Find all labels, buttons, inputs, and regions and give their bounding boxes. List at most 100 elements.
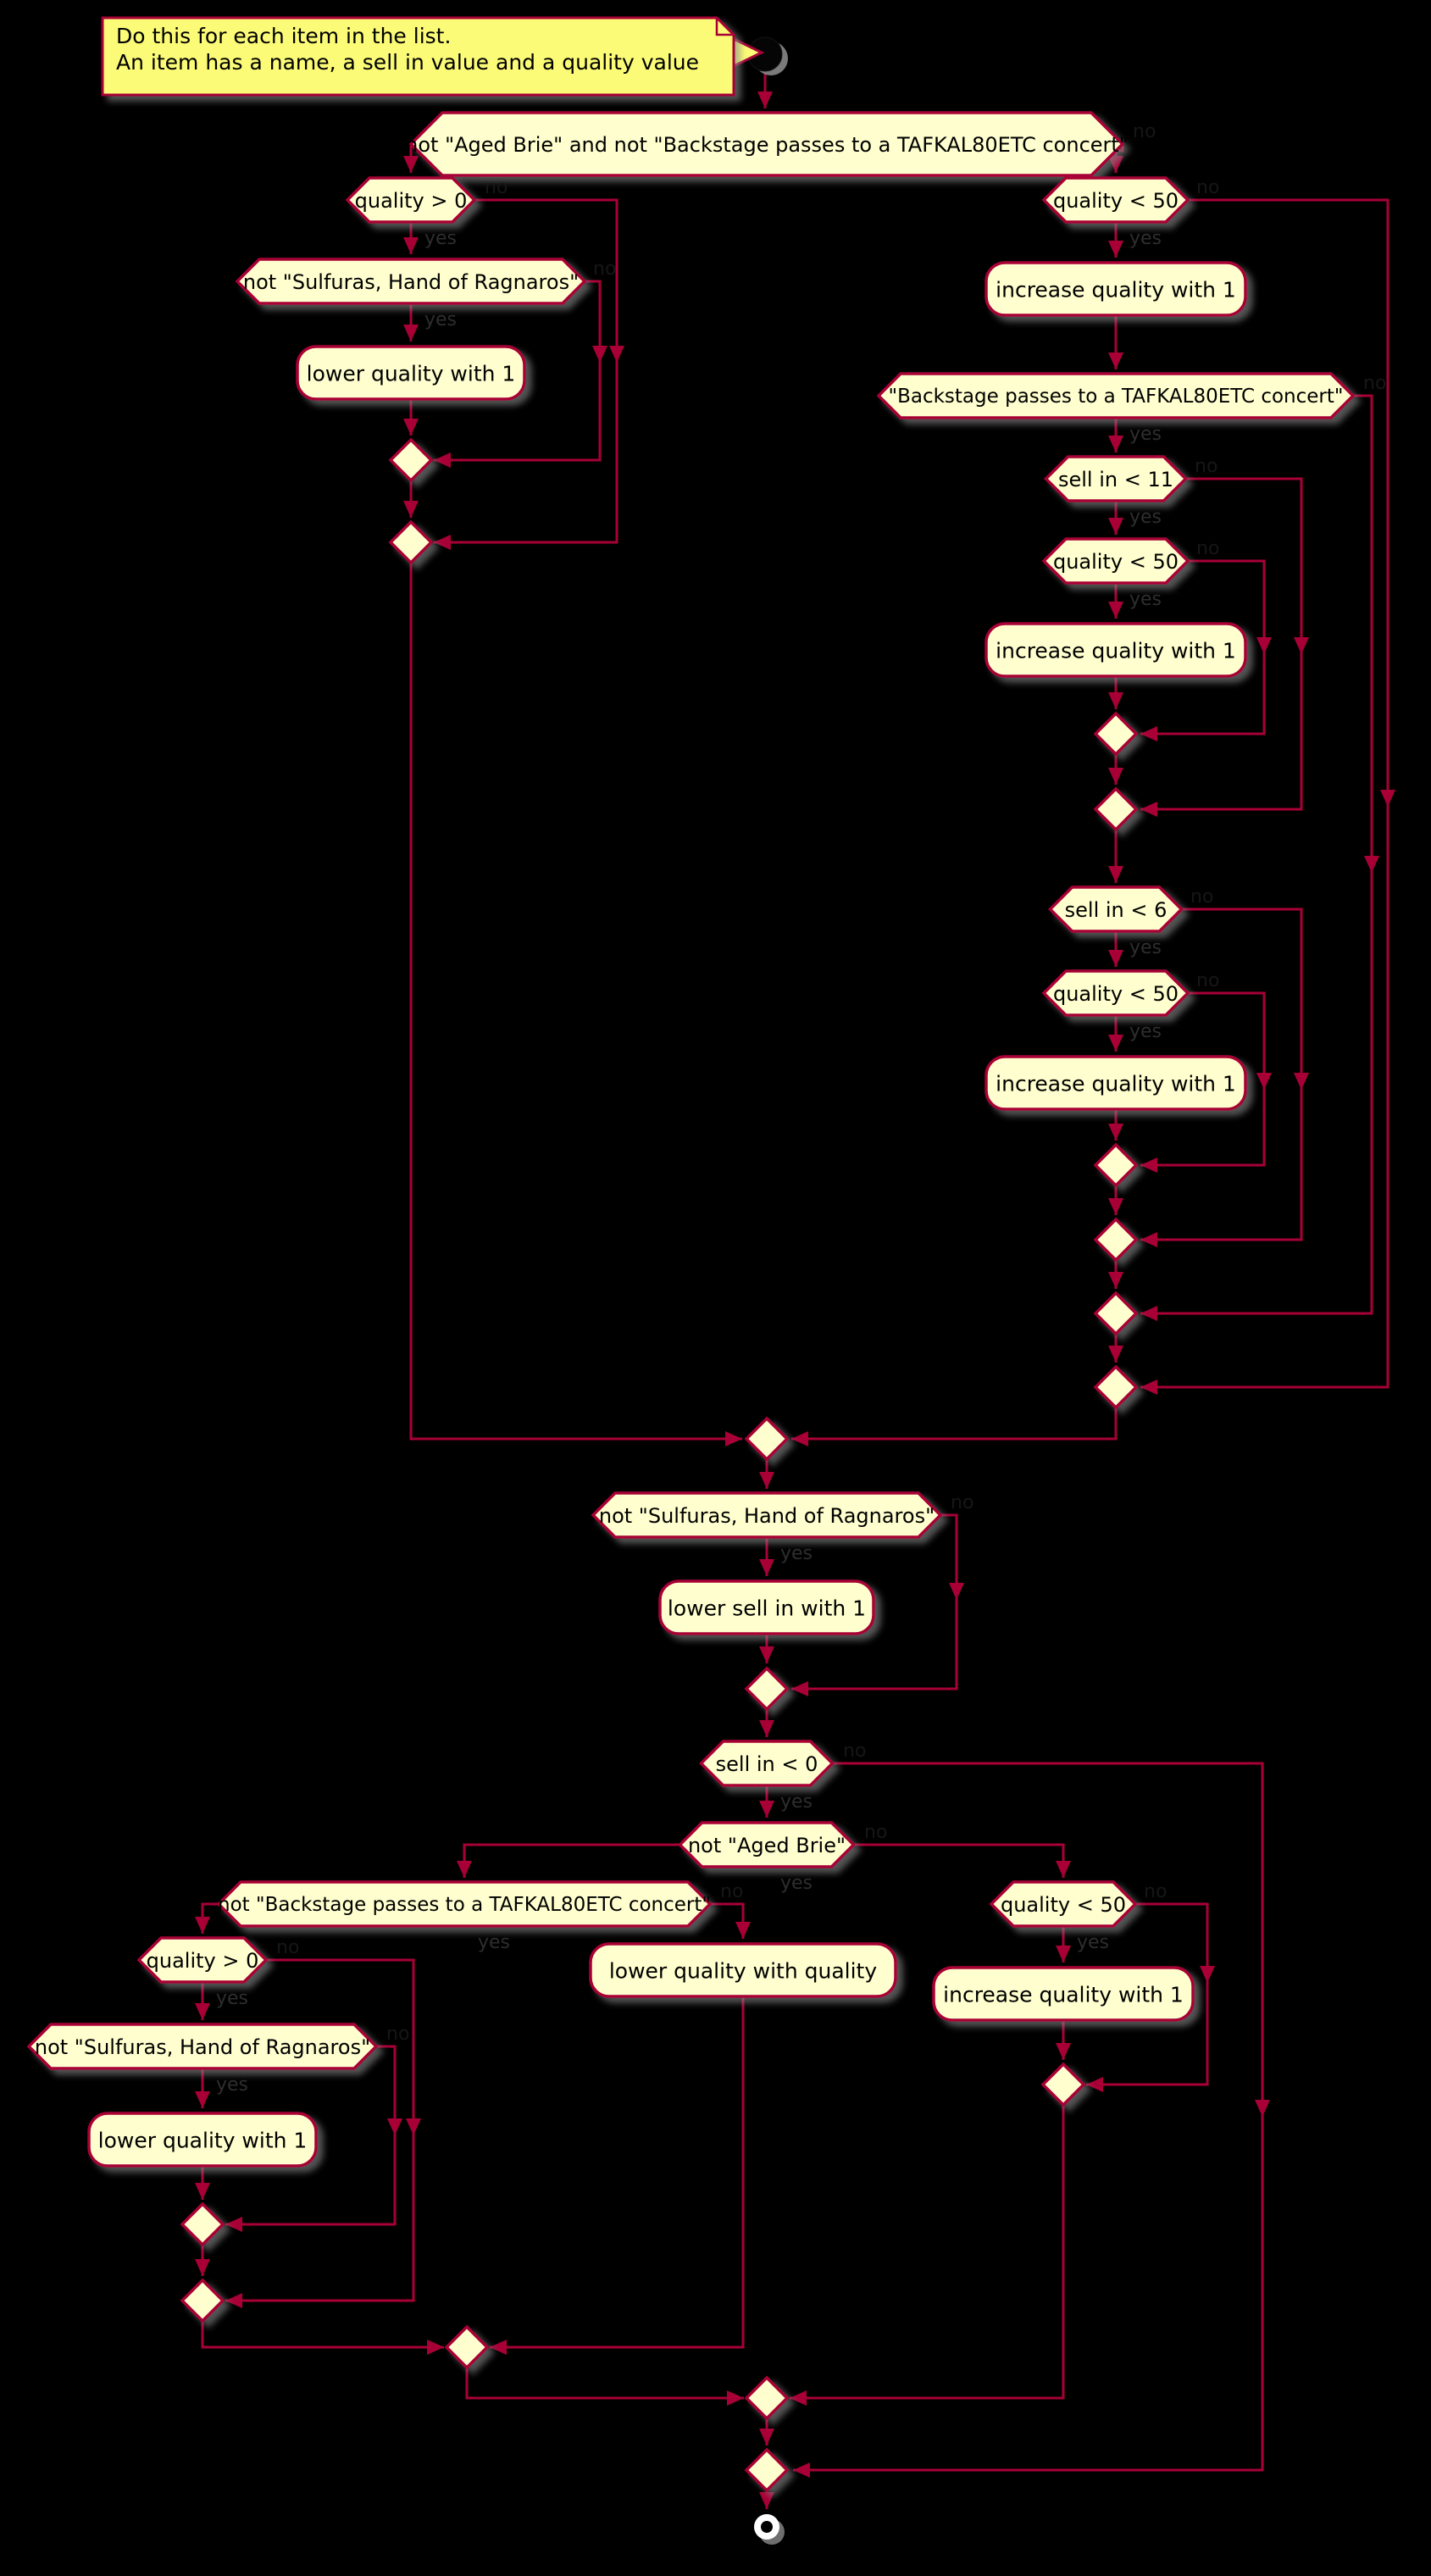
decision-not-sulfuras-label: not "Sulfuras, Hand of Ragnaros" xyxy=(599,1504,935,1528)
edge-mergeB-to-sell6 xyxy=(1108,830,1123,883)
branch-label: no xyxy=(1144,1881,1167,1902)
arrowhead xyxy=(1140,1380,1157,1395)
action-increase-quality-with-1-label: increase quality with 1 xyxy=(996,1072,1236,1096)
action-increase-quality-with-1: increase quality with 1 xyxy=(985,1055,1247,1111)
branch-label: no xyxy=(720,1881,743,1902)
mid-arrowhead-shape xyxy=(1200,1966,1215,1983)
action-lower-sell-in-with-1: lower sell in with 1 xyxy=(658,1579,875,1635)
mid-arrowhead xyxy=(1294,1073,1309,1090)
edge-sell11-yes xyxy=(1108,501,1123,535)
branch-label: no xyxy=(593,258,616,280)
edge-sell0-no xyxy=(793,1762,1264,2478)
branch-label: no xyxy=(1195,456,1217,477)
mid-arrowhead xyxy=(1200,1966,1215,1983)
arrowhead xyxy=(403,501,419,518)
edge-not-backstage-yes xyxy=(195,1902,219,1934)
end-node-dot xyxy=(761,2521,773,2533)
branch-label-text: yes xyxy=(216,1988,248,2009)
edge-quality-gt0-yes xyxy=(403,222,419,254)
decision-backstage-passes-label: "Backstage passes to a TAFKAL80ETC conce… xyxy=(889,386,1344,408)
action-increase-quality-with-1-label: increase quality with 1 xyxy=(996,639,1236,663)
branch-label-text: no xyxy=(1195,456,1217,477)
merge-diamond xyxy=(744,1666,790,1712)
action-lower-quality-with-1-label: lower quality with 1 xyxy=(98,2129,308,2153)
arrowhead xyxy=(1108,436,1123,452)
decision-quality-lt-50-label: quality < 50 xyxy=(1053,982,1179,1006)
edge-mergeC-to-mergeD-line xyxy=(465,2368,744,2400)
arrowhead xyxy=(1056,1861,1071,1878)
arrowhead xyxy=(403,325,419,341)
edge-merge3-to-merge4 xyxy=(1108,1185,1123,1215)
decision-not-sulfuras-shape xyxy=(591,1491,943,1539)
arrowhead xyxy=(195,2183,210,2200)
merge-diamond xyxy=(1093,1364,1139,1410)
branch-label-text: no xyxy=(864,1822,887,1843)
edge-increase-b-out xyxy=(1108,676,1123,709)
branch-label-text: yes xyxy=(216,2074,248,2096)
branch-label: yes xyxy=(1129,589,1162,610)
decision-not-sulfuras-shape xyxy=(235,258,587,305)
note-line: Do this for each item in the list. xyxy=(116,24,451,48)
decision-sell-in-lt-6: sell in < 6 xyxy=(1048,886,1184,933)
arrowhead xyxy=(791,1431,808,1446)
arrowhead xyxy=(403,156,419,173)
arrowhead xyxy=(195,1917,210,1934)
branch-label: yes xyxy=(424,228,457,249)
edge-main-no xyxy=(1108,146,1124,173)
branch-label: no xyxy=(1133,121,1156,142)
decision-backstage-passes: "Backstage passes to a TAFKAL80ETC conce… xyxy=(876,372,1356,419)
merge-diamond-shape xyxy=(388,437,434,483)
arrowhead xyxy=(759,2492,774,2509)
edge-start-to-main-decision xyxy=(757,73,773,108)
action-increase-quality-with-1-shape xyxy=(932,1966,1195,2022)
merge-diamond xyxy=(180,2278,225,2323)
action-lower-quality-with-1: lower quality with 1 xyxy=(296,345,526,401)
edge-merge5-to-merge6 xyxy=(1108,1334,1123,1363)
decision-not-backstage-passes-label: not "Backstage passes to a TAFKAL80ETC c… xyxy=(218,1894,711,1916)
arrowhead xyxy=(735,1922,751,1939)
edge-lower-quality-b-out xyxy=(195,2166,210,2200)
arrowhead xyxy=(1108,692,1123,709)
decision-quality-gt-0: quality > 0 xyxy=(345,176,477,224)
edge-not-sulfuras2-yes xyxy=(759,1537,774,1576)
decision-not-aged-brie-label: not "Aged Brie" xyxy=(688,1834,846,1857)
edge-mergeC-to-mergeD xyxy=(465,2368,744,2406)
edge-merge8-to-merge9 xyxy=(195,2245,210,2276)
action-lower-quality-with-quality-shape xyxy=(589,1942,897,1998)
merge-diamond-shape xyxy=(388,519,434,565)
action-lower-quality-with-1-shape xyxy=(296,345,526,401)
edge-right-to-big-merge xyxy=(791,1407,1118,1446)
mid-arrowhead xyxy=(1364,856,1379,873)
edge-quality-lt50d-no xyxy=(1086,1902,1209,2092)
edge-right-to-big-merge-line xyxy=(791,1407,1118,1441)
decision-not-sulfuras: not "Sulfuras, Hand of Ragnaros" xyxy=(26,2023,379,2070)
decision-not-aged-brie: not "Aged Brie" xyxy=(678,1821,856,1868)
branch-label-text: yes xyxy=(1129,424,1162,445)
branch-label: yes xyxy=(216,2074,248,2096)
branch-label-text: yes xyxy=(1129,589,1162,610)
merge-diamond-shape xyxy=(744,2375,790,2421)
mid-arrowhead xyxy=(1294,637,1309,654)
edge-aged-brie-no xyxy=(854,1843,1071,1878)
action-increase-quality-with-1: increase quality with 1 xyxy=(985,261,1247,317)
branch-label: no xyxy=(951,1492,973,1513)
mid-arrowhead-shape xyxy=(609,346,624,363)
arrowhead xyxy=(1056,1946,1071,1963)
merge-diamond-shape xyxy=(444,2324,490,2370)
arrowhead xyxy=(195,2003,210,2020)
mid-arrowhead xyxy=(949,1583,964,1600)
edge-not-sulfuras2-no-line xyxy=(791,1513,958,1690)
branch-label: yes xyxy=(1129,507,1162,528)
edge-quality-lt50b-yes xyxy=(1108,583,1123,619)
arrowhead xyxy=(225,2293,242,2308)
branch-label-text: no xyxy=(843,1740,866,1762)
branch-label-text: no xyxy=(485,177,508,198)
arrowhead xyxy=(1108,241,1123,258)
merge-diamond-shape xyxy=(1093,1364,1139,1410)
arrowhead xyxy=(457,1861,472,1878)
arrowhead xyxy=(1140,1232,1157,1247)
arrowhead xyxy=(759,1801,774,1818)
edge-aged-brie-yes xyxy=(457,1843,680,1878)
branch-label-text: yes xyxy=(424,309,457,330)
